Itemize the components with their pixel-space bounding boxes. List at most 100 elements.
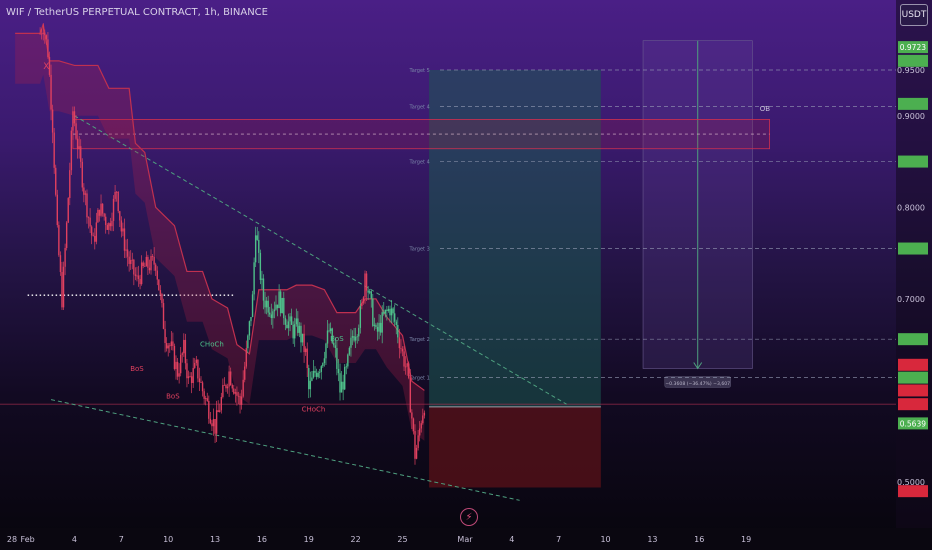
price-tag-7 [898,371,928,384]
candle-body-188 [333,342,335,346]
candle-body-159 [287,321,290,329]
candle-body-35 [94,235,96,242]
candle-body-238 [411,412,413,419]
target-label-1: Target 4 [409,105,430,111]
candle-body-76 [158,279,160,291]
candle-body-234 [404,366,407,368]
candle-body-15 [62,266,65,308]
candle-body-144 [264,300,266,308]
candle-body-72 [151,256,154,257]
candle-body-206 [361,302,363,307]
candle-body-112 [214,419,216,434]
candle-body-44 [108,223,110,230]
candle-body-243 [418,428,421,436]
candle-body-212 [370,291,372,299]
candle-body-118 [223,384,226,386]
candle-body-94 [186,363,188,379]
candle-body-78 [161,294,163,304]
candle-body-5 [47,39,49,58]
candle-body-75 [156,270,158,280]
candle-body-84 [170,341,173,346]
candle-body-124 [233,388,235,394]
candle-body-207 [362,297,365,303]
x-tick-8: 22 [351,535,361,544]
candle-body-29 [84,193,87,195]
measure-label-box [664,376,731,388]
candle-body-151 [275,304,277,310]
candle-body-54 [123,228,126,251]
candle-body-70 [148,267,151,271]
candle-body-242 [417,435,419,448]
candle-body-221 [384,309,387,314]
candle-body-89 [178,373,180,377]
x-tick-9: 25 [397,535,407,544]
candle-body-129 [240,396,243,405]
candle-body-211 [368,291,371,293]
candle-body-74 [155,264,157,271]
candle-body-122 [229,371,232,385]
candle-body-184 [326,330,329,344]
price-tag-1 [898,54,928,67]
candle-body-81 [165,343,168,349]
candle-body-42 [105,216,107,225]
candle-body-133 [247,335,249,349]
candle-body-199 [350,337,352,348]
candle-body-2 [42,32,44,34]
target-label-5: Target 1 [409,376,430,382]
candle-body-146 [267,300,269,313]
candle-body-127 [237,395,240,397]
price-tag-11 [898,485,928,498]
candle-body-9 [53,132,55,168]
x-tick-11: 4 [509,535,514,544]
candle-body-65 [140,262,143,285]
currency-button[interactable]: USDT [900,4,928,26]
candle-body-170 [304,348,307,353]
candle-body-82 [167,345,169,349]
candle-body-152 [276,304,279,309]
candle-body-214 [373,324,376,326]
candle-body-187 [331,328,333,343]
candle-body-157 [284,318,287,325]
candle-body-197 [347,354,349,367]
stop-loss-zone [429,406,601,488]
candle-body-200 [351,336,354,338]
candle-body-168 [301,333,304,343]
candle-body-229 [397,325,399,338]
candle-body-228 [395,321,397,326]
candle-body-123 [231,384,233,389]
candle-body-226 [392,308,394,314]
candle-body-80 [164,328,166,344]
candle-body-213 [372,298,374,326]
candle-body-233 [403,351,405,367]
lightning-icon[interactable]: ⚡ [460,508,478,526]
candle-body-104 [201,382,204,392]
candle-body-99 [194,362,196,368]
candle-body-193 [340,381,343,393]
candle-body-49 [115,191,118,193]
candle-body-101 [197,359,199,379]
price-tag-10 [898,417,928,430]
candle-body-181 [322,363,324,367]
candle-body-61 [134,274,137,276]
candle-body-164 [295,318,297,325]
candle-body-66 [142,262,144,267]
candle-body-32 [89,217,91,227]
candle-body-210 [367,290,369,293]
annotation-0: X [43,62,49,72]
candle-body-77 [159,290,162,295]
candle-body-47 [112,198,115,221]
candle-body-235 [406,363,408,367]
measure-arrowhead [693,362,703,370]
price-tag-4 [898,242,928,255]
candle-body-208 [364,273,366,298]
candle-body-225 [390,308,393,316]
target-label-2: Target 4 [409,160,430,166]
candle-body-216 [376,327,379,332]
candle-body-43 [106,224,108,230]
candle-body-107 [206,398,208,401]
x-tick-16: 19 [741,535,751,544]
candle-body-26 [80,146,82,162]
y-tick-4: 0.5000 [897,478,925,487]
